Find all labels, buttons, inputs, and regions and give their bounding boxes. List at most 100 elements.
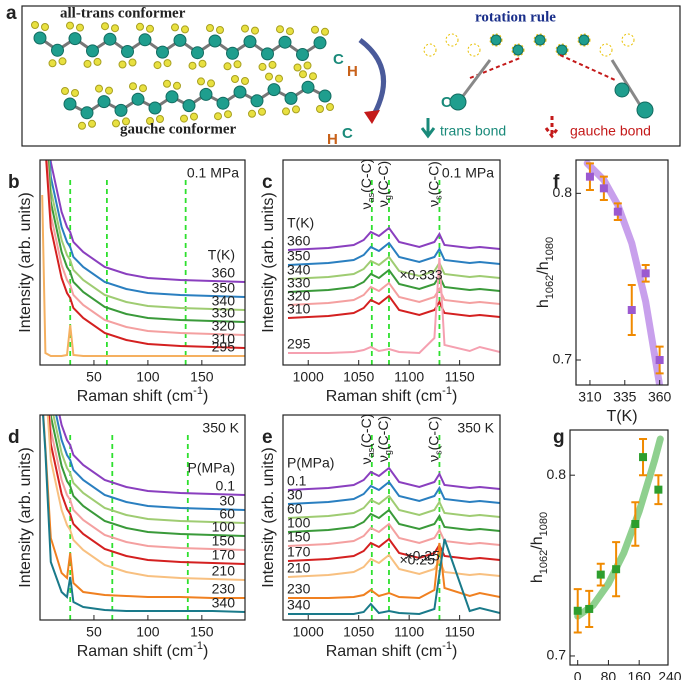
x-tick-label: 1150 <box>445 624 475 640</box>
y-tick-label: 0.8 <box>547 466 567 482</box>
hydrogen <box>171 23 179 32</box>
legend-label: 210 <box>287 560 311 576</box>
carbon <box>278 35 292 49</box>
y-tick-label: 0.7 <box>547 647 567 663</box>
point <box>612 565 621 574</box>
hydrogen <box>31 21 39 29</box>
point <box>655 356 664 364</box>
hydrogen <box>146 117 154 125</box>
x-axis-label: Raman shift (cm-1) <box>326 385 458 405</box>
hydrogen <box>76 23 84 32</box>
hydrogen <box>88 119 96 128</box>
x-tick-label: 360 <box>648 389 672 405</box>
legend-label: 350 <box>287 248 311 264</box>
label-part: Raman shift (cm <box>77 643 193 660</box>
x-tick-label: 310 <box>578 389 602 405</box>
x-axis-label: Raman shift (cm-1) <box>77 385 209 405</box>
arrow-head <box>364 110 380 124</box>
carbon <box>636 101 654 119</box>
hydrogen <box>83 59 92 68</box>
atom-label: C <box>342 125 353 142</box>
label-part: 1080 <box>544 237 556 261</box>
carbon <box>313 36 327 50</box>
hydrogen <box>41 23 49 31</box>
carbon <box>191 46 204 60</box>
hydrogen <box>173 81 181 90</box>
label-part: /h <box>529 536 546 549</box>
label-part: 1080 <box>538 512 550 536</box>
x-tick-label: 1000 <box>293 369 324 385</box>
x-tick-label: 1100 <box>394 624 424 640</box>
hydrogen <box>128 58 137 67</box>
y-tick-label: 0.7 <box>553 351 573 367</box>
hydrogen <box>61 87 69 95</box>
hydrogen <box>258 107 266 116</box>
hydrogen <box>58 57 67 66</box>
hydrogen <box>129 82 137 91</box>
plot-frame <box>282 159 501 366</box>
label-part: Raman shift (cm <box>326 643 442 660</box>
conformer-title: gauche conformer <box>120 121 237 137</box>
hydrogen <box>207 79 215 88</box>
spectrum <box>47 415 245 565</box>
carbon <box>33 31 47 45</box>
point <box>585 604 594 613</box>
label-part: as <box>366 447 376 457</box>
hydrogen <box>258 62 267 71</box>
label-part: ν <box>358 457 374 464</box>
panel-a-frame <box>21 5 681 147</box>
point <box>613 207 622 216</box>
carbon <box>226 46 239 60</box>
ghost-carbon <box>467 43 481 57</box>
hydrogen <box>299 70 307 79</box>
hydrogen <box>224 110 232 119</box>
legend-label: 150 <box>287 529 311 545</box>
arrow <box>358 38 387 120</box>
plot-frame <box>569 429 669 666</box>
carbon <box>199 87 213 101</box>
spectrum <box>287 294 500 319</box>
spectrum <box>49 160 245 283</box>
hydrogen <box>197 77 205 86</box>
carbon <box>148 101 162 115</box>
ghost-carbon <box>577 33 591 47</box>
carbon <box>86 44 99 58</box>
legend-label: 210 <box>212 563 236 579</box>
label-part: (C-C) <box>375 416 391 450</box>
spectrum <box>287 281 500 306</box>
x-tick-label: 160 <box>627 669 651 680</box>
panel-label: d <box>8 427 20 448</box>
carbon <box>267 83 281 97</box>
spectrum <box>287 466 500 491</box>
mode-label: νs(C-C) <box>425 161 444 207</box>
x-tick-label: 50 <box>86 369 102 385</box>
hydrogen <box>282 107 290 116</box>
carbon <box>301 80 315 94</box>
label-part: -1 <box>193 385 203 397</box>
hydrogen <box>198 59 207 68</box>
atom-label: C <box>333 51 344 68</box>
legend-label: 360 <box>212 265 236 281</box>
carbon <box>121 45 134 58</box>
legend-text: gauche bond <box>570 123 651 139</box>
spectrum <box>287 226 500 251</box>
x-tick-label: 1050 <box>343 624 374 640</box>
spectrum <box>287 268 500 293</box>
plot-area <box>583 160 664 385</box>
panel-label: e <box>262 427 273 448</box>
x-tick-label: 335 <box>613 389 637 405</box>
hydrogen <box>311 25 319 34</box>
carbon <box>97 95 111 109</box>
hydrogen <box>118 60 127 69</box>
point <box>599 184 608 193</box>
carbon <box>165 90 179 104</box>
mode-label: νas(C-C) <box>358 414 377 465</box>
hydrogen <box>241 24 249 33</box>
legend-label: 330 <box>212 305 236 321</box>
carbon <box>182 99 196 113</box>
carbon <box>156 45 169 59</box>
label-part: ) <box>203 388 208 405</box>
x-axis-label: Raman shift (cm-1) <box>326 640 458 660</box>
label-part: -1 <box>442 385 452 397</box>
